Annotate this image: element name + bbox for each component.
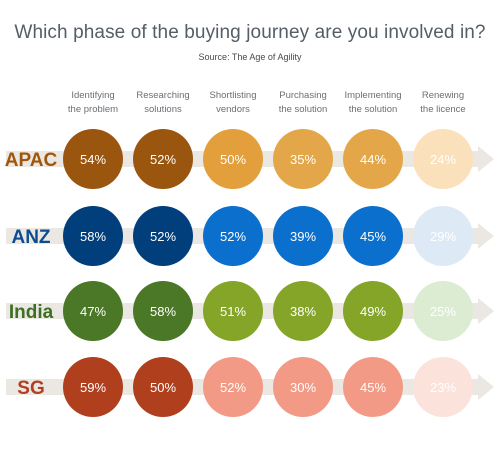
value-label: 59% <box>80 380 106 395</box>
value-bubble <box>203 357 263 417</box>
chart-source: Source: The Age of Agility <box>198 52 302 62</box>
value-label: 52% <box>220 380 246 395</box>
value-label: 47% <box>80 304 106 319</box>
value-label: 45% <box>360 380 386 395</box>
chart-title: Which phase of the buying journey are yo… <box>14 22 486 43</box>
value-bubble <box>273 281 333 341</box>
region-row: SG 59% 50% 52% 30% 45% 23% <box>6 357 494 417</box>
region-row: India 47% 58% 51% 38% 49% 25% <box>6 281 494 341</box>
value-bubble <box>133 129 193 189</box>
phase-header: Shortlisting vendors <box>210 90 257 115</box>
value-label: 50% <box>150 380 176 395</box>
value-bubble <box>273 129 333 189</box>
value-bubble <box>133 206 193 266</box>
value-label: 51% <box>220 304 246 319</box>
value-label: 39% <box>290 229 316 244</box>
value-bubble <box>63 281 123 341</box>
value-label: 50% <box>220 152 246 167</box>
value-bubble <box>343 357 403 417</box>
region-row: APAC 54% 52% 50% 35% 44% 24% <box>5 129 494 189</box>
value-bubble <box>133 357 193 417</box>
region-label: India <box>9 302 54 323</box>
value-bubble <box>413 357 473 417</box>
value-label: 52% <box>150 229 176 244</box>
value-label: 52% <box>220 229 246 244</box>
value-label: 23% <box>430 380 456 395</box>
phase-header: Researching solutions <box>136 90 189 115</box>
value-bubble <box>63 129 123 189</box>
value-label: 24% <box>430 152 456 167</box>
value-bubble <box>343 129 403 189</box>
value-bubble <box>63 357 123 417</box>
phase-header: Implementing the solution <box>344 90 401 115</box>
value-label: 45% <box>360 229 386 244</box>
value-bubble <box>273 206 333 266</box>
region-label: APAC <box>5 150 58 171</box>
region-label: ANZ <box>11 227 50 248</box>
phase-header: Purchasing the solution <box>279 90 328 115</box>
phase-header: Identifying the problem <box>68 90 118 115</box>
value-label: 35% <box>290 152 316 167</box>
value-label: 58% <box>80 229 106 244</box>
value-bubble <box>343 206 403 266</box>
value-label: 30% <box>290 380 316 395</box>
value-bubble <box>273 357 333 417</box>
value-label: 49% <box>360 304 386 319</box>
value-bubble <box>63 206 123 266</box>
phase-header: Renewing the licence <box>420 90 465 115</box>
value-bubble <box>343 281 403 341</box>
value-label: 38% <box>290 304 316 319</box>
value-bubble <box>133 281 193 341</box>
value-label: 44% <box>360 152 386 167</box>
value-label: 52% <box>150 152 176 167</box>
value-bubble <box>413 129 473 189</box>
region-row: ANZ 58% 52% 52% 39% 45% 29% <box>6 206 494 266</box>
value-label: 54% <box>80 152 106 167</box>
value-bubble <box>203 281 263 341</box>
value-label: 25% <box>430 304 456 319</box>
value-bubble <box>413 206 473 266</box>
value-label: 29% <box>430 229 456 244</box>
value-label: 58% <box>150 304 176 319</box>
value-bubble <box>203 129 263 189</box>
value-bubble <box>413 281 473 341</box>
region-label: SG <box>17 378 44 399</box>
value-bubble <box>203 206 263 266</box>
